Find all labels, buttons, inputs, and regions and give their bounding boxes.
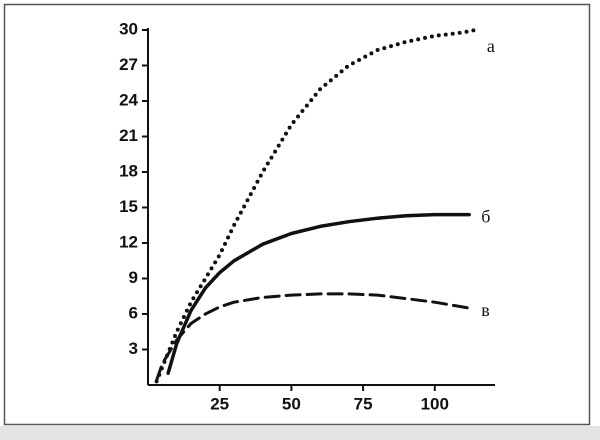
- series-line: [155, 292, 471, 382]
- x-tick-label: 100: [421, 394, 449, 413]
- bottom-strip: [0, 426, 600, 440]
- y-tick-label: 30: [119, 19, 138, 38]
- series-line: [154, 28, 477, 384]
- y-tick-label: 15: [119, 197, 138, 216]
- x-tick-label: 25: [210, 394, 229, 413]
- series-line: [166, 212, 471, 375]
- y-tick-label: 27: [119, 55, 138, 74]
- y-tick-label: 24: [119, 90, 138, 109]
- y-tick-label: 21: [119, 126, 138, 145]
- series-label: б: [481, 207, 490, 227]
- series-label: в: [481, 300, 490, 320]
- series-label: а: [487, 36, 495, 56]
- y-tick-label: 18: [119, 161, 138, 180]
- y-tick-label: 12: [119, 232, 138, 251]
- y-tick-label: 6: [129, 303, 138, 322]
- x-tick-label: 75: [354, 394, 373, 413]
- frame: [3, 3, 591, 426]
- y-tick-label: 3: [129, 339, 138, 358]
- y-tick-label: 9: [129, 268, 138, 287]
- x-tick-label: 50: [282, 394, 301, 413]
